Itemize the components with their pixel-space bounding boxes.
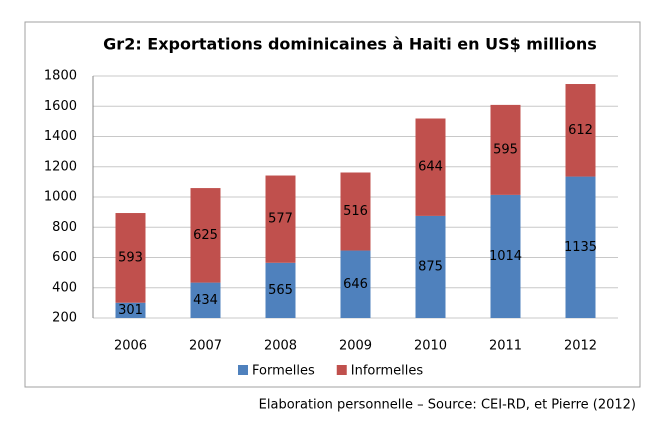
- source-note: Elaboration personnelle – Source: CEI-RD…: [259, 398, 636, 413]
- data-label: 516: [343, 204, 368, 219]
- bar-segment: [190, 188, 221, 283]
- y-tick-label: 1800: [44, 69, 77, 84]
- bar-segment: [115, 302, 146, 318]
- x-tick-label: 2008: [264, 339, 297, 354]
- data-label: 875: [418, 259, 443, 274]
- data-label: 301: [118, 303, 143, 318]
- data-label: 1135: [564, 240, 597, 255]
- bar-segment: [415, 215, 446, 318]
- legend-label: Informelles: [351, 364, 424, 379]
- x-tick-label: 2011: [489, 339, 522, 354]
- data-label: 625: [193, 228, 218, 243]
- legend-swatch: [336, 365, 347, 375]
- bar-segment: [490, 194, 521, 318]
- bar-segment: [565, 176, 596, 318]
- legend-swatch: [238, 365, 248, 375]
- y-tick-label: 1400: [44, 129, 77, 144]
- bar-segment: [265, 175, 296, 263]
- chart-frame: [24, 21, 641, 388]
- bar-segment: [190, 282, 221, 318]
- data-label: 434: [193, 293, 218, 308]
- bar-segment: [340, 172, 371, 251]
- chart-title: Gr2: Exportations dominicaines à Haiti e…: [103, 35, 597, 54]
- bar-segment: [265, 262, 296, 318]
- data-label: 612: [568, 123, 593, 138]
- y-tick-label: 400: [52, 280, 77, 295]
- bar-segment: [415, 118, 446, 216]
- bar-segment: [565, 84, 596, 177]
- y-tick-label: 600: [52, 250, 77, 265]
- data-label: 644: [418, 160, 443, 175]
- x-tick-label: 2010: [414, 339, 447, 354]
- x-tick-label: 2012: [564, 339, 597, 354]
- bar-segment: [340, 250, 371, 318]
- legend-label: Formelles: [252, 364, 315, 379]
- y-tick-label: 800: [52, 220, 77, 235]
- y-tick-label: 1600: [44, 99, 77, 114]
- data-label: 565: [268, 283, 293, 298]
- y-tick-label: 1000: [44, 190, 77, 205]
- x-tick-label: 2006: [114, 339, 147, 354]
- y-tick-label: 1200: [44, 159, 77, 174]
- data-label: 1014: [489, 249, 522, 264]
- data-label: 577: [268, 212, 293, 227]
- x-tick-label: 2009: [339, 339, 372, 354]
- data-label: 593: [118, 250, 143, 265]
- data-label: 595: [493, 142, 518, 157]
- x-tick-label: 2007: [189, 339, 222, 354]
- bar-segment: [490, 104, 521, 195]
- data-label: 646: [343, 277, 368, 292]
- y-tick-label: 200: [52, 311, 77, 326]
- bar-segment: [115, 213, 146, 303]
